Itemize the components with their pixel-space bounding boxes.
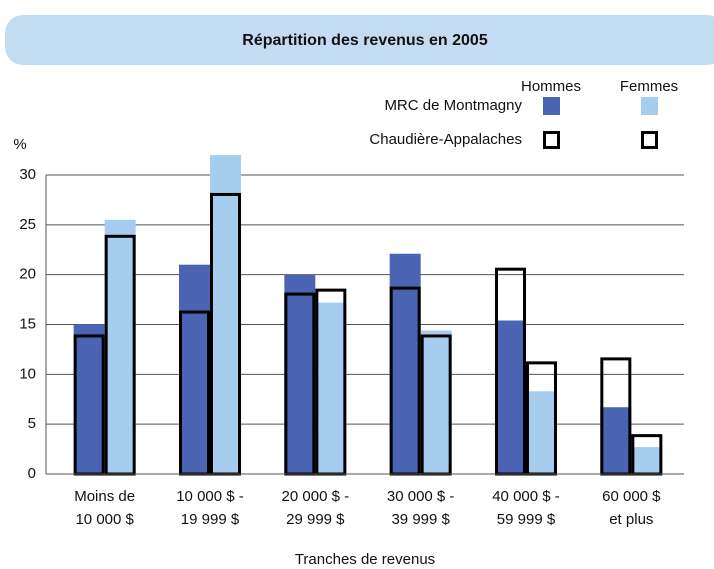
x-tick-label: 39 999 $ <box>391 511 450 528</box>
legend-column: Femmes <box>620 78 678 95</box>
y-tick-label: 15 <box>19 315 36 332</box>
legend-swatch <box>641 131 658 149</box>
y-tick-label: 0 <box>28 465 36 482</box>
x-tick-label: 60 000 $ <box>602 488 661 505</box>
bar <box>284 274 316 474</box>
bar <box>631 447 663 474</box>
legend-label: Chaudière-Appalaches <box>369 131 522 148</box>
bar <box>210 155 241 475</box>
y-tick-label: 30 <box>19 166 36 183</box>
title-banner <box>5 15 714 65</box>
bar <box>495 320 526 474</box>
x-tick-label: Moins de <box>74 488 135 505</box>
legend-swatch <box>641 97 658 115</box>
x-tick-label: 10 000 $ <box>75 511 134 528</box>
x-tick-label: 19 999 $ <box>181 511 240 528</box>
x-tick-label: 40 000 $ - <box>492 488 560 505</box>
legend-column: Hommes <box>521 78 581 95</box>
bar <box>73 324 105 474</box>
chart-title: Répartition des revenus en 2005 <box>242 32 488 49</box>
bar <box>179 264 210 474</box>
bar <box>104 219 136 474</box>
bar <box>315 302 347 474</box>
y-axis-label: % <box>13 136 26 153</box>
legend-swatch <box>543 131 560 149</box>
x-tick-label: 29 999 $ <box>286 511 345 528</box>
bar <box>600 407 632 474</box>
bar <box>420 330 452 474</box>
x-tick-label: 30 000 $ - <box>387 488 455 505</box>
x-tick-label: 20 000 $ - <box>282 488 350 505</box>
y-tick-label: 10 <box>19 365 36 382</box>
y-tick-label: 5 <box>28 415 36 432</box>
x-tick-label: et plus <box>609 511 653 528</box>
x-axis-label: Tranches de revenus <box>295 551 435 568</box>
bar <box>526 391 557 474</box>
bar <box>389 253 421 474</box>
x-tick-label: 10 000 $ - <box>176 488 244 505</box>
legend-label: MRC de Montmagny <box>384 97 522 114</box>
x-tick-label: 59 999 $ <box>497 511 556 528</box>
y-tick-label: 20 <box>19 266 36 283</box>
y-tick-label: 25 <box>19 216 36 233</box>
legend-swatch <box>543 97 560 115</box>
